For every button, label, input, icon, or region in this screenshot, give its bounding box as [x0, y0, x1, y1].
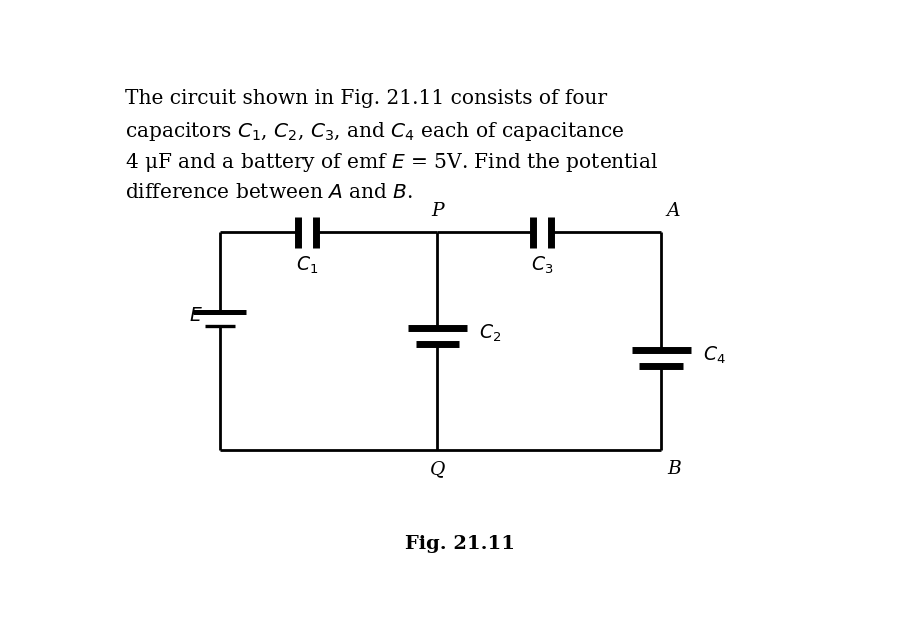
- Text: Fig. 21.11: Fig. 21.11: [405, 535, 515, 553]
- Text: $C_1$: $C_1$: [296, 254, 318, 276]
- Text: difference between $A$ and $B$.: difference between $A$ and $B$.: [125, 183, 413, 201]
- Text: B: B: [666, 460, 681, 478]
- Text: Q: Q: [430, 460, 445, 478]
- Text: P: P: [431, 202, 444, 220]
- Text: capacitors $C_1$, $C_2$, $C_3$, and $C_4$ each of capacitance: capacitors $C_1$, $C_2$, $C_3$, and $C_4…: [125, 121, 623, 144]
- Text: 4 μF and a battery of emf $E$ = 5V. Find the potential: 4 μF and a battery of emf $E$ = 5V. Find…: [125, 151, 658, 174]
- Text: $C_2$: $C_2$: [479, 323, 501, 344]
- Text: $C_4$: $C_4$: [703, 345, 726, 367]
- Text: The circuit shown in Fig. 21.11 consists of four: The circuit shown in Fig. 21.11 consists…: [125, 89, 606, 108]
- Text: $E$: $E$: [188, 307, 203, 325]
- Text: $C_3$: $C_3$: [530, 254, 553, 276]
- Text: A: A: [666, 202, 681, 220]
